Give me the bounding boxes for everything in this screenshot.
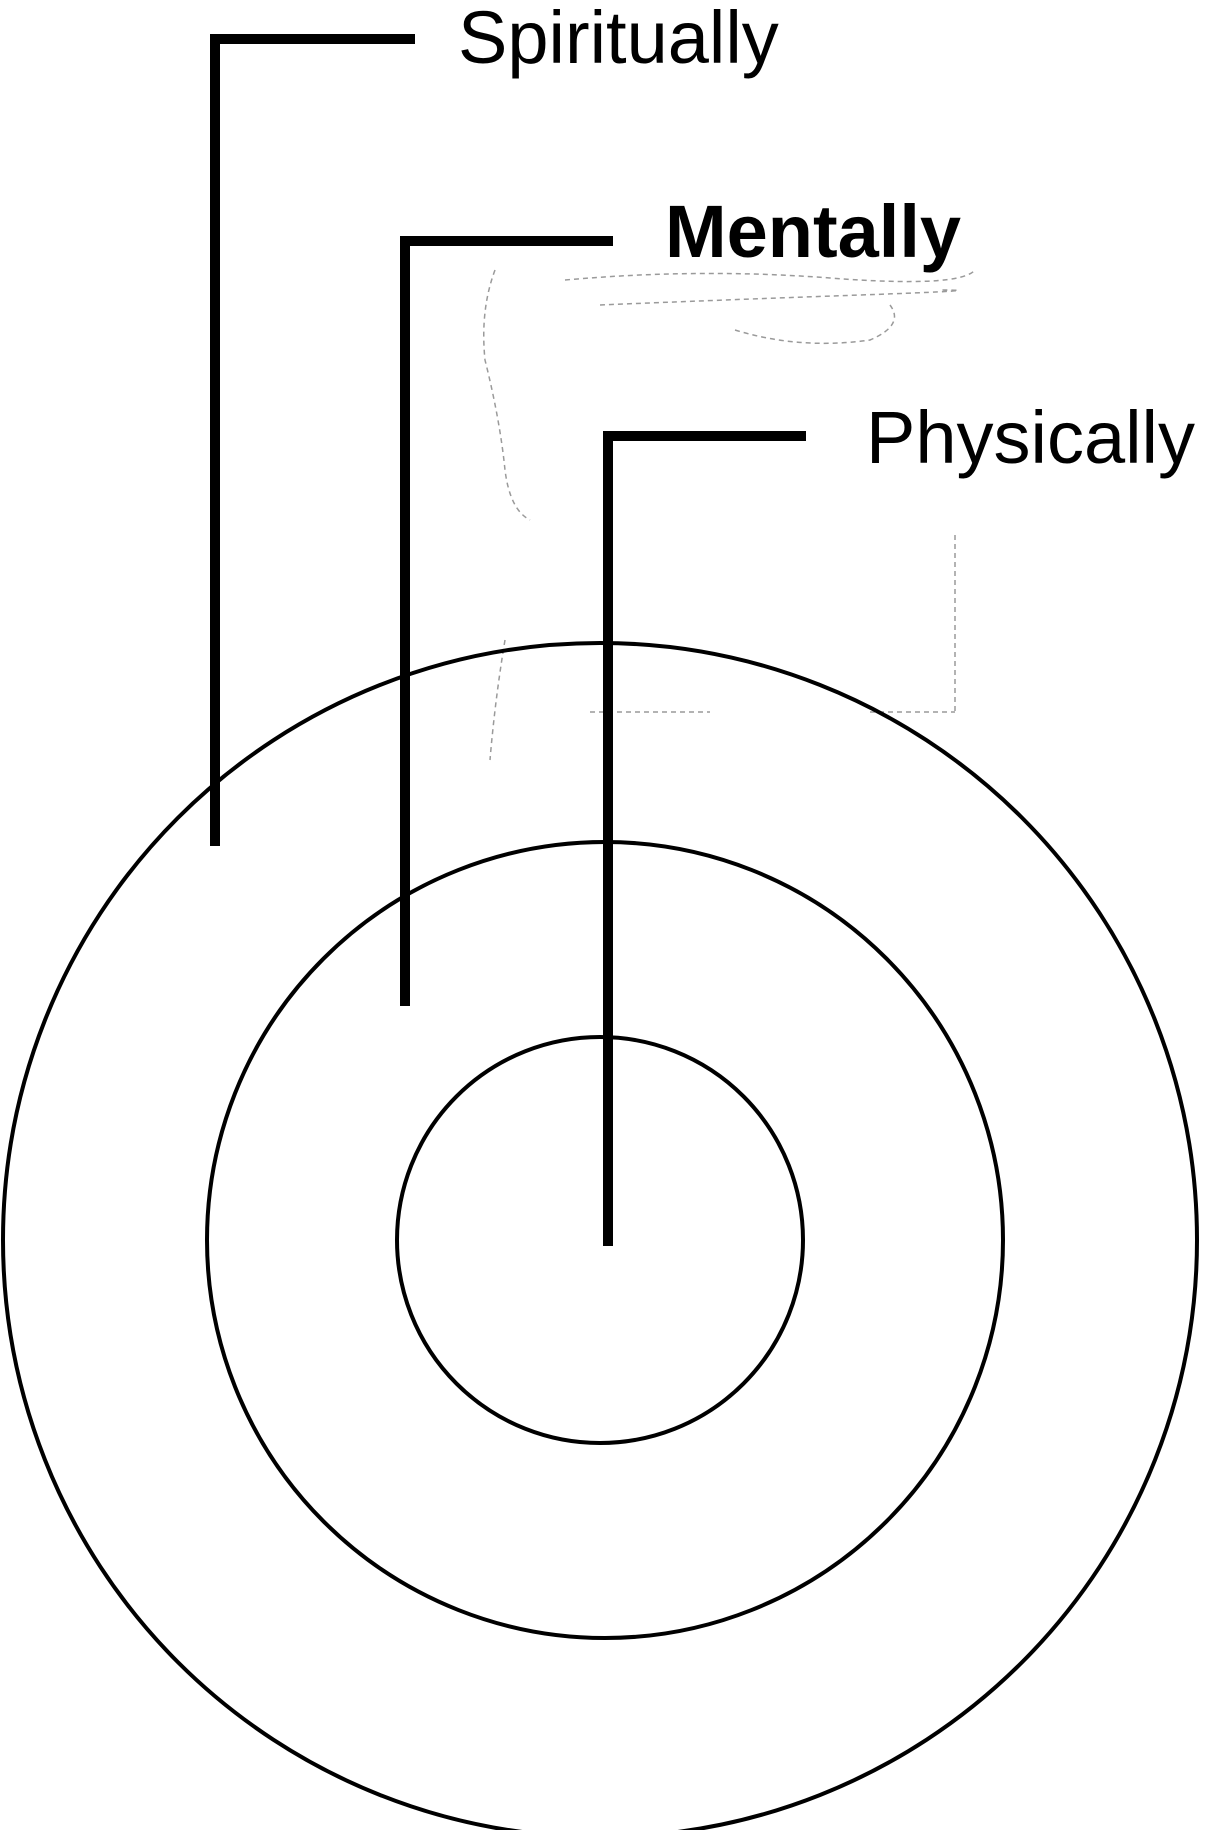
spiritually-leader-line	[210, 34, 415, 846]
scan-artifacts	[483, 269, 976, 761]
mentally-leader-line	[400, 236, 613, 1006]
physically-leader-line	[603, 431, 806, 1246]
mentally-label: Mentally	[665, 190, 961, 273]
inner-ring	[395, 1035, 805, 1445]
spiritually-label: Spiritually	[458, 0, 779, 79]
physically-label: Physically	[866, 396, 1195, 479]
outer-ring	[1, 641, 1199, 1830]
